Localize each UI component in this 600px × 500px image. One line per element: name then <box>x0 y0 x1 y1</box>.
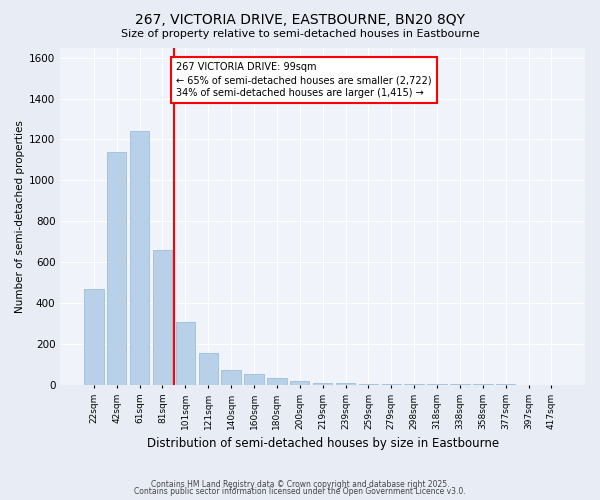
Bar <box>244 374 264 384</box>
Bar <box>199 353 218 384</box>
Bar <box>290 380 310 384</box>
Bar <box>336 383 355 384</box>
Bar <box>313 382 332 384</box>
Text: 267, VICTORIA DRIVE, EASTBOURNE, BN20 8QY: 267, VICTORIA DRIVE, EASTBOURNE, BN20 8Q… <box>135 12 465 26</box>
Text: Contains HM Land Registry data © Crown copyright and database right 2025.: Contains HM Land Registry data © Crown c… <box>151 480 449 489</box>
Bar <box>221 370 241 384</box>
Bar <box>176 322 195 384</box>
Text: Size of property relative to semi-detached houses in Eastbourne: Size of property relative to semi-detach… <box>121 29 479 39</box>
X-axis label: Distribution of semi-detached houses by size in Eastbourne: Distribution of semi-detached houses by … <box>146 437 499 450</box>
Bar <box>84 288 104 384</box>
Bar <box>153 250 172 384</box>
Bar <box>267 378 287 384</box>
Text: 267 VICTORIA DRIVE: 99sqm
← 65% of semi-detached houses are smaller (2,722)
34% : 267 VICTORIA DRIVE: 99sqm ← 65% of semi-… <box>176 62 432 98</box>
Y-axis label: Number of semi-detached properties: Number of semi-detached properties <box>15 120 25 312</box>
Bar <box>107 152 127 384</box>
Bar <box>130 132 149 384</box>
Text: Contains public sector information licensed under the Open Government Licence v3: Contains public sector information licen… <box>134 488 466 496</box>
